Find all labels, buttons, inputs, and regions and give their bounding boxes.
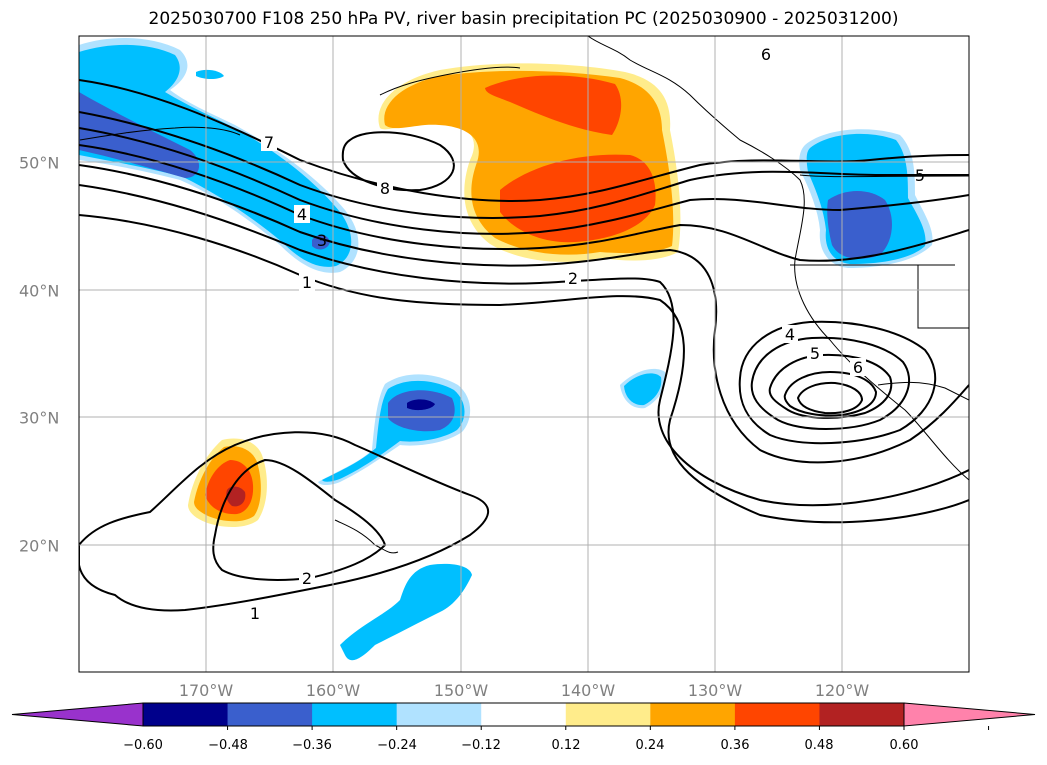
- contour-label: 5: [915, 166, 925, 185]
- contour-label: 3: [317, 231, 327, 250]
- longitude-label: 120°W: [814, 681, 870, 700]
- precip-positive-anomalies: [188, 63, 681, 527]
- colorbar-segment: [734, 703, 820, 726]
- colorbar-segment: [312, 703, 398, 726]
- longitude-label: 150°W: [433, 681, 489, 700]
- colorbar: [11, 702, 1036, 730]
- latitude-label: 40°N: [19, 281, 60, 301]
- pv-contours: [79, 79, 969, 612]
- colorbar-tick-label: 0.60: [889, 738, 919, 753]
- contour-label: 6: [853, 358, 863, 377]
- contour-label: 5: [810, 344, 820, 363]
- contour-label: 1: [250, 604, 260, 623]
- colorbar-extend-max: [903, 702, 1036, 727]
- contour-label-bg: [758, 45, 774, 63]
- contour-label-bg: [247, 604, 263, 622]
- contour-label-bg: [299, 569, 315, 587]
- contour-label-bg: [261, 133, 277, 151]
- colorbar-segment: [143, 703, 229, 726]
- contour-label: 2: [302, 569, 312, 588]
- contour-label: 2: [568, 269, 578, 288]
- colorbar-tick-label: 0.24: [635, 738, 665, 753]
- longitude-label: 130°W: [687, 681, 743, 700]
- colorbar-tick-label: −0.60: [123, 738, 163, 753]
- map-panel: 7 4 3 1 8 2 6 4 5 6 5 2 1: [79, 36, 969, 672]
- contour-label-bg: [294, 205, 310, 223]
- contour-label: 4: [297, 205, 307, 224]
- colorbar-frame: [142, 702, 905, 727]
- longitude-label: 160°W: [305, 681, 361, 700]
- colorbar-tick-label: −0.36: [292, 738, 332, 753]
- contour-label-bg: [299, 273, 315, 291]
- latitude-label: 30°N: [19, 408, 60, 428]
- colorbar-tick-label: 0.12: [551, 738, 581, 753]
- colorbar-segment: [227, 703, 313, 726]
- colorbar-tick-label: −0.48: [208, 738, 248, 753]
- colorbar-tick-label: 0.36: [720, 738, 750, 753]
- colorbar-segment: [565, 703, 651, 726]
- colorbar-extend-min: [11, 702, 144, 727]
- contour-label-bg: [377, 179, 393, 197]
- contour-labels: 7 4 3 1 8 2 6 4 5 6 5 2 1: [247, 45, 925, 623]
- colorbar-segment: [650, 703, 736, 726]
- contour-label: 6: [761, 45, 771, 64]
- colorbar-tick-label: −0.12: [461, 738, 501, 753]
- contour-label-bg: [565, 269, 581, 287]
- contour-label: 7: [264, 133, 274, 152]
- contour-label: 8: [380, 179, 390, 198]
- map-frame: [78, 35, 970, 673]
- latitude-label: 50°N: [19, 153, 60, 173]
- colorbar-segment: [396, 703, 482, 726]
- latitude-label: 20°N: [19, 536, 60, 556]
- graticule: [79, 36, 969, 672]
- contour-label: 4: [785, 325, 795, 344]
- contour-label-bg: [782, 325, 798, 343]
- colorbar-segment: [481, 703, 567, 726]
- longitude-label: 140°W: [560, 681, 616, 700]
- contour-label: 1: [302, 273, 312, 292]
- contour-label-bg: [807, 344, 823, 362]
- colorbar-tick-label: −0.24: [377, 738, 417, 753]
- contour-label-bg: [850, 358, 866, 376]
- longitude-label: 170°W: [178, 681, 234, 700]
- colorbar-tick-label: 0.48: [804, 738, 834, 753]
- map-title: 2025030700 F108 250 hPa PV, river basin …: [148, 9, 899, 29]
- colorbar-segment: [819, 703, 905, 726]
